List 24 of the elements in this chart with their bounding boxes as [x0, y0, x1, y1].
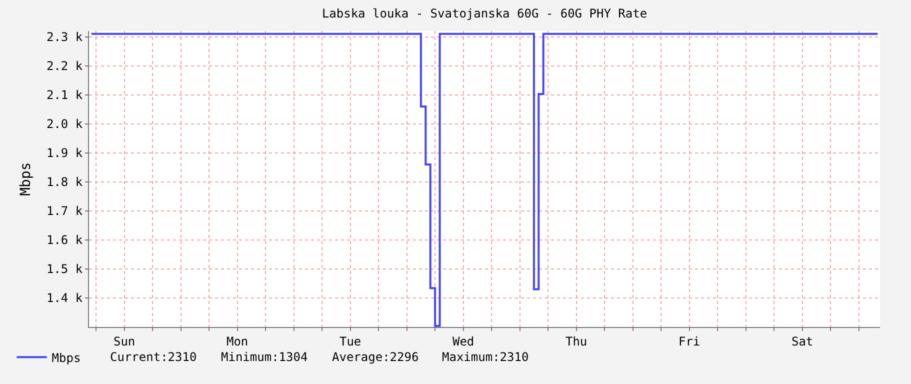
text: Current:2310 — [110, 350, 197, 364]
x-tick-label: Tue — [339, 334, 362, 348]
y-axis-title: Mbps — [18, 162, 34, 196]
x-tick-label: Sat — [791, 334, 814, 348]
y-tick-label: 1.7 k — [46, 204, 84, 218]
x-tick-label: Thu — [565, 334, 588, 348]
y-tick-label: 2.1 k — [46, 88, 84, 102]
y-tick-label: 2.3 k — [46, 30, 84, 44]
chart-title: Labska louka - Svatojanska 60G - 60G PHY Rate — [322, 6, 648, 20]
x-tick-label: Fri — [678, 334, 700, 348]
text: Average:2296 — [332, 350, 419, 364]
y-tick-label: 1.6 k — [46, 233, 84, 248]
text: Minimum:1304 — [221, 350, 308, 364]
y-tick-label: 1.8 k — [46, 175, 84, 190]
y-tick-label: 1.4 k — [46, 291, 84, 306]
y-tick-label: 1.5 k — [46, 262, 84, 276]
text: Maximum:2310 — [442, 350, 529, 364]
x-tick-label: Wed — [452, 334, 474, 348]
y-tick-label: 2.2 k — [46, 59, 84, 74]
legend-label: Mbps — [52, 350, 81, 365]
y-tick-label: 2.0 k — [46, 117, 84, 132]
x-tick-label: Sun — [113, 334, 136, 348]
x-tick-label: Mon — [226, 334, 248, 348]
y-tick-label: 1.9 k — [46, 146, 84, 160]
